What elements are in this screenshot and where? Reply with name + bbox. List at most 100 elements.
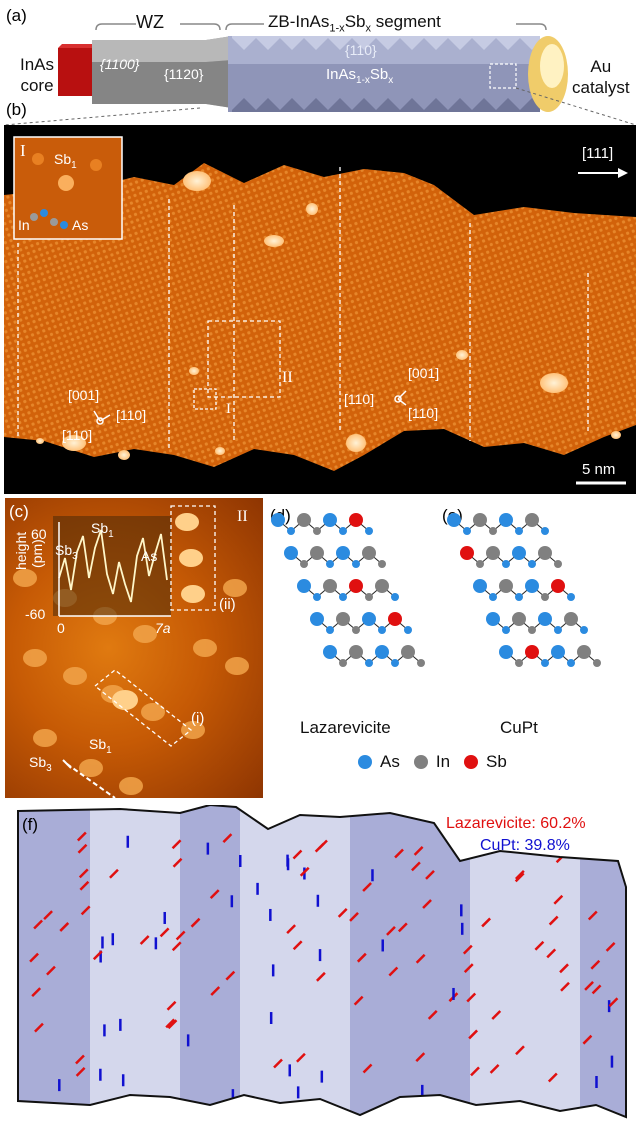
lazarevicite-mark [463,963,474,973]
lazarevicite-mark [80,905,91,916]
stm-c-svg [13,505,249,798]
c-profile-sb3: Sb3 [55,542,78,562]
lazarevicite-mark [553,894,564,905]
lazarevicite-mark [139,935,150,945]
lazarevicite-mark [222,833,233,844]
small-atom [339,593,347,601]
box-i-c [93,669,193,747]
lazarevicite-mark [411,861,421,872]
panel-f-label: (f) [22,815,39,834]
lazarevicite-mark [394,848,404,859]
zb-sawtooth [232,36,540,50]
lazarevicite-mark [591,984,602,995]
as-atom [486,612,500,626]
lazarevicite-mark [590,959,601,970]
as-atom [525,579,539,593]
lazarevicite-mark [296,1052,306,1063]
small-atom [515,527,523,535]
lazarevicite-mark [362,882,372,892]
box-i [193,388,217,410]
lazarevicite-mark [587,910,598,921]
lattice-diagrams [271,513,601,667]
lazarevicite-mark [33,919,43,930]
as-atom [323,513,337,527]
axis-left-left: [110] [62,427,93,443]
lazarevicite-mark [349,912,359,922]
as-atom [499,645,513,659]
small-atom [528,560,536,568]
nanowire-surface [4,163,636,471]
lazarevicite-mark [43,910,53,921]
c-ylabel: height [13,531,29,570]
small-atom [502,560,510,568]
lazarevicite-mark [413,846,424,856]
small-atom [287,527,295,535]
lazarevicite-mark [605,941,616,952]
small-atom [378,560,386,568]
lazarevicite-mark [109,868,119,879]
c-x0: 0 [57,620,65,636]
lazarevicite-mark [171,839,182,850]
axis-right-left: [110] [344,391,375,407]
sb-atom [460,546,474,560]
lazarevicite-mark [547,1072,558,1083]
as-atom [310,612,324,626]
lazarevicite-mark [534,940,545,951]
lazarevicite-mark [166,1000,177,1011]
lazarevicite-mark [466,992,477,1003]
small-atom [339,659,347,667]
facet-1120-label: {1120} [164,66,204,82]
axis-right-up: [001] [408,365,440,381]
panel-c-label: (c) [9,502,29,521]
small-atom [339,527,347,535]
lazarevicite-mark [548,915,559,926]
cupt-fraction: CuPt: 39.8% [480,837,570,854]
lazarevicite-mark [462,944,473,955]
box-ii [207,320,281,398]
lazarevicite-mark [415,953,426,964]
lazarevicite-mark [314,842,325,853]
as-atom [512,546,526,560]
lazarevicite-mark [362,1063,373,1074]
lazarevicite-mark [608,997,619,1008]
small-atom [391,659,399,667]
lazarevicite-mark [584,980,594,991]
box-i-label: I [226,401,231,417]
small-atom [580,626,588,634]
lazarevicite-mark [273,1058,283,1069]
as-atom [551,645,565,659]
lazarevicite-mark [316,971,326,982]
legend-as: As [380,752,400,771]
nanowire-outline [17,803,627,1119]
lazarevicite-mark [388,966,399,977]
box-ii-c [170,505,216,611]
sb-atom [551,579,565,593]
lazarevicite-mark [415,1052,426,1062]
c-profile-as: As [141,548,158,564]
sb-atom [525,645,539,659]
lazarevicite-mark [286,924,297,934]
cupt-lattice [447,513,601,667]
small-atom [365,659,373,667]
as-atom-icon [60,221,68,229]
c-i-label: (i) [191,710,205,727]
as-atom [271,513,285,527]
stm-image-b: I Sb1 In As [111] II I [001] [110] [110]… [4,125,636,494]
small-atom [417,659,425,667]
stm-b-svg [4,136,636,485]
lazarevicite-mark [514,872,525,883]
lazarevicite-mark [397,922,408,933]
as-atom [297,579,311,593]
inas-core-label: InAs core [20,55,55,95]
lazarevicite-mark [470,1066,480,1077]
c-sb3-label: Sb3 [29,754,52,774]
in-atom [499,579,513,593]
small-atom [391,593,399,601]
zone-boundaries [17,167,589,451]
c-ytop: 60 [31,526,47,542]
lazarevicite-mark [356,952,367,963]
inset-as-label: As [72,217,89,233]
legend-sb: Sb [486,752,507,771]
height-profile [58,529,168,603]
in-legend-icon [413,755,428,769]
